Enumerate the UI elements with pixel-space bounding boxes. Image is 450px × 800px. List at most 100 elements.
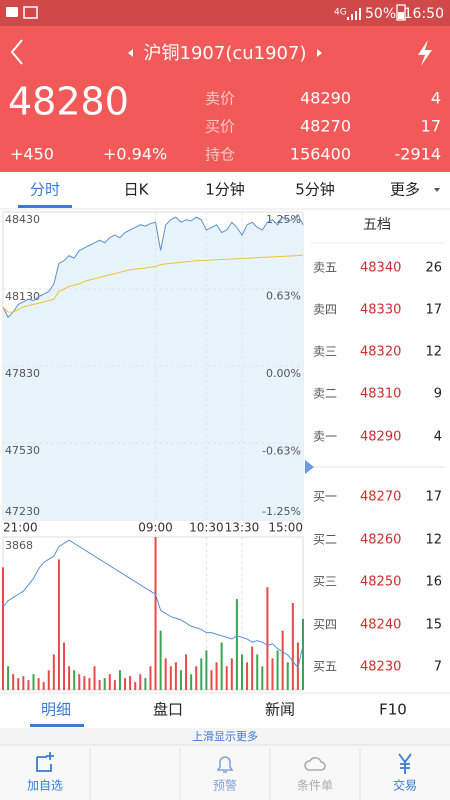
message-icon — [6, 7, 18, 17]
volume-bar — [256, 654, 259, 690]
clock: 16:50 — [404, 6, 444, 22]
quote-label: 卖价 — [205, 90, 235, 108]
collapse-handle[interactable] — [305, 460, 314, 474]
book-volume: 17 — [425, 490, 442, 505]
volume-bar — [113, 680, 116, 690]
order-book: 卖五 48340 26 卖四 48330 17 卖三 48320 12 卖二 48310 9 卖一 482… — [313, 261, 442, 675]
toolbar-item[interactable]: 预警 — [213, 778, 237, 793]
volume-bar — [205, 650, 208, 690]
quote-label: 持仓 — [205, 146, 235, 164]
book-volume: 26 — [425, 261, 442, 276]
volume-bar — [17, 678, 20, 690]
volume-bar — [2, 567, 4, 690]
volume-bar — [225, 666, 228, 690]
toolbar-item[interactable]: 条件单 — [297, 779, 333, 793]
volume-bar — [83, 676, 86, 690]
volume-bar — [47, 670, 50, 690]
hint-bar — [0, 728, 450, 745]
y-tick-label: 48430 — [5, 213, 40, 226]
volume-bar — [185, 654, 188, 690]
price-chart: 48430 48130 47830 47530 47230 1.25% 0.63% 0.00%… — [2, 212, 304, 521]
volume-bar — [240, 654, 243, 690]
book-price: 48320 — [360, 345, 401, 360]
book-price: 48230 — [360, 660, 401, 675]
back-button[interactable] — [10, 39, 23, 65]
book-price: 48330 — [360, 303, 401, 318]
bottom-tab[interactable]: 盘口 — [153, 701, 183, 719]
volume-bar — [98, 680, 101, 690]
book-volume: 16 — [425, 575, 442, 590]
change-pct: +0.94% — [103, 145, 167, 164]
book-volume: 4 — [434, 430, 442, 445]
volume-bar — [230, 658, 233, 690]
volume-chart: 3868 — [2, 537, 304, 690]
volume-bar — [291, 602, 294, 690]
bell-icon — [216, 756, 234, 773]
quote-volume: 17 — [421, 117, 441, 136]
flash-button[interactable] — [418, 40, 432, 66]
tab-bar — [0, 172, 450, 208]
y2-tick-label: -1.25% — [262, 505, 301, 518]
book-label: 买四 — [313, 618, 337, 632]
volume-bar — [103, 678, 106, 690]
volume-bar — [271, 658, 274, 690]
status-bar — [0, 0, 450, 26]
book-volume: 12 — [425, 533, 442, 548]
book-volume: 7 — [434, 660, 442, 675]
tab[interactable]: 日K — [124, 181, 150, 199]
quote-label: 买价 — [205, 118, 235, 136]
tab[interactable]: 分时 — [30, 181, 60, 199]
y-tick-label: 48130 — [5, 290, 40, 303]
next-contract[interactable] — [317, 49, 322, 57]
battery-level — [398, 12, 404, 19]
order-book-title: 五档 — [363, 217, 391, 233]
book-label: 买五 — [313, 660, 337, 674]
book-volume: 17 — [425, 303, 442, 318]
tab[interactable]: 1分钟 — [205, 181, 245, 199]
toolbar-dividers — [89, 748, 361, 800]
toolbar-item[interactable]: 交易 — [393, 778, 417, 793]
volume-bar — [134, 682, 137, 690]
quote-value: 156400 — [290, 145, 351, 164]
x-tick-label: 10:30 — [189, 521, 224, 535]
y2-tick-label: -0.63% — [262, 445, 301, 458]
tab[interactable]: 更多 — [390, 181, 420, 199]
book-label: 买一 — [313, 490, 337, 504]
image-icon — [23, 6, 38, 19]
volume-bar — [159, 630, 162, 690]
volume-bar — [179, 670, 182, 690]
volume-bar — [266, 587, 269, 690]
y-tick-label: 47830 — [5, 367, 40, 380]
toolbar-item[interactable]: 加自选 — [27, 779, 63, 793]
book-price: 48250 — [360, 575, 401, 590]
volume-bar — [88, 678, 91, 690]
volume-bar — [93, 666, 96, 690]
volume-bar — [302, 618, 304, 690]
bottom-tab[interactable]: 明细 — [41, 701, 71, 719]
x-tick-label: 15:00 — [268, 521, 303, 535]
book-label: 卖五 — [313, 261, 337, 275]
quote-volume: 4 — [431, 89, 441, 108]
volume-bar — [7, 666, 10, 690]
bottom-tab[interactable]: 新闻 — [265, 701, 295, 719]
y2-tick-label: 1.25% — [266, 213, 301, 226]
book-price: 48240 — [360, 618, 401, 633]
book-price: 48290 — [360, 430, 401, 445]
volume-bar — [108, 674, 111, 690]
x-tick-label: 21:00 — [3, 521, 38, 535]
price-area — [3, 214, 303, 521]
prev-contract[interactable] — [128, 49, 133, 57]
bottom-tab[interactable]: F10 — [379, 701, 407, 719]
volume-bar — [281, 630, 284, 690]
volume-bar — [251, 646, 254, 690]
battery: 50% — [365, 6, 396, 22]
y-tick-label: 47230 — [5, 505, 40, 518]
volume-bar — [144, 678, 147, 690]
volume-bar — [73, 670, 76, 690]
y-tick-label: 47530 — [5, 444, 40, 457]
volume-bar — [149, 666, 152, 690]
tab[interactable]: 5分钟 — [295, 181, 335, 199]
volume-bar — [37, 678, 40, 690]
